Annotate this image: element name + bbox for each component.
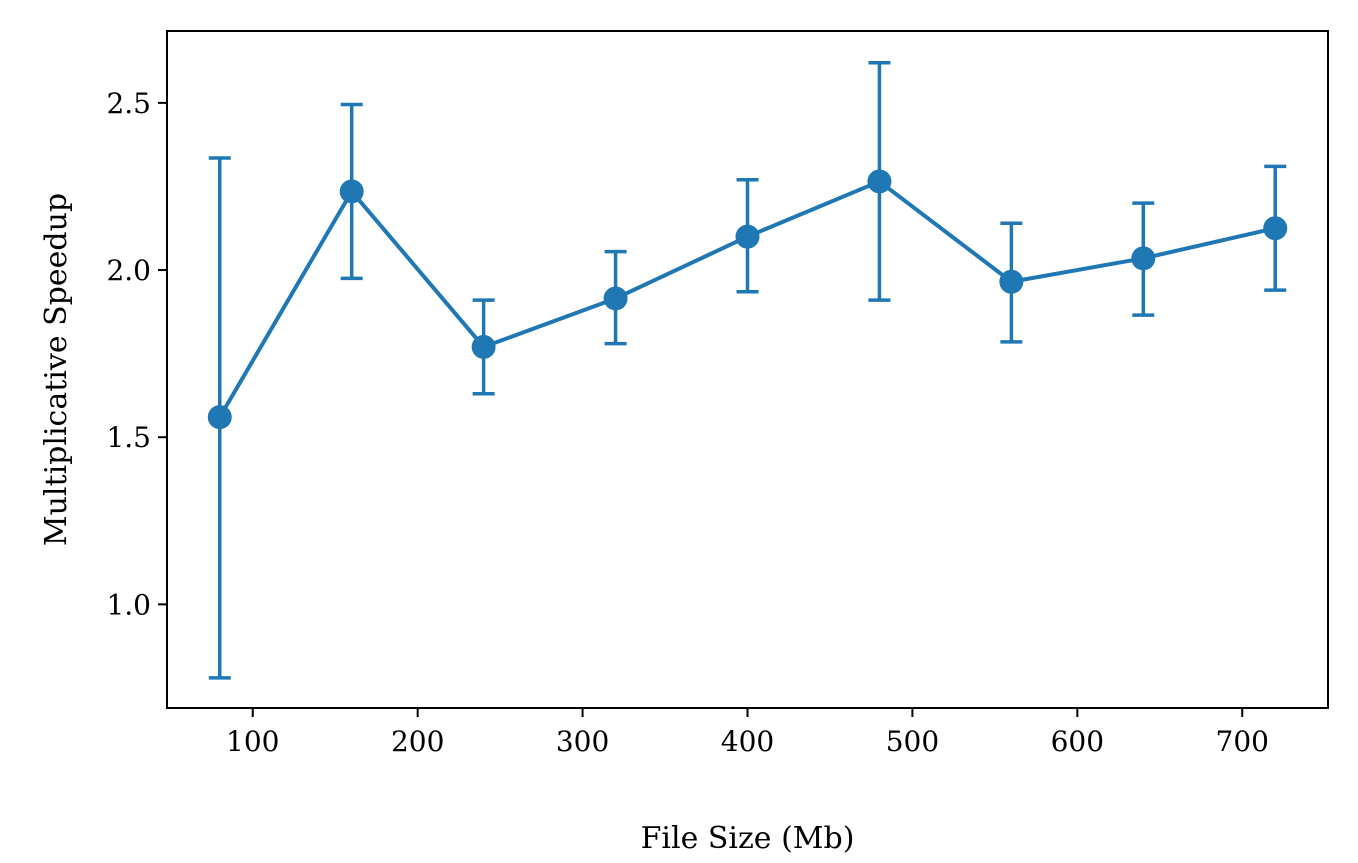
data-point [339, 179, 364, 204]
y-axis: 1.0 1.5 2.0 2.5 [106, 87, 167, 621]
data-point [1263, 216, 1288, 241]
data-point [207, 405, 232, 430]
y-axis-label: Multiplicative Speedup [39, 193, 74, 546]
y-tick-label: 1.5 [106, 421, 151, 454]
x-tick-label: 700 [1216, 725, 1269, 758]
y-tick-label: 2.0 [106, 254, 151, 287]
data-point [1131, 246, 1156, 271]
x-axis: 100 200 300 400 500 600 700 [226, 708, 1269, 758]
y-tick-label: 2.5 [106, 87, 151, 120]
data-point [867, 169, 892, 194]
data-point [471, 334, 496, 359]
x-tick-label: 600 [1051, 725, 1104, 758]
x-axis-label: File Size (Mb) [641, 821, 855, 856]
plot-area [207, 61, 1288, 680]
x-tick-label: 300 [556, 725, 609, 758]
data-point [999, 269, 1024, 294]
x-tick-label: 200 [391, 725, 444, 758]
data-point [603, 286, 628, 311]
y-tick-label: 1.0 [106, 588, 151, 621]
data-point [735, 224, 760, 249]
x-tick-label: 500 [886, 725, 939, 758]
x-tick-label: 400 [721, 725, 774, 758]
x-tick-label: 100 [226, 725, 279, 758]
